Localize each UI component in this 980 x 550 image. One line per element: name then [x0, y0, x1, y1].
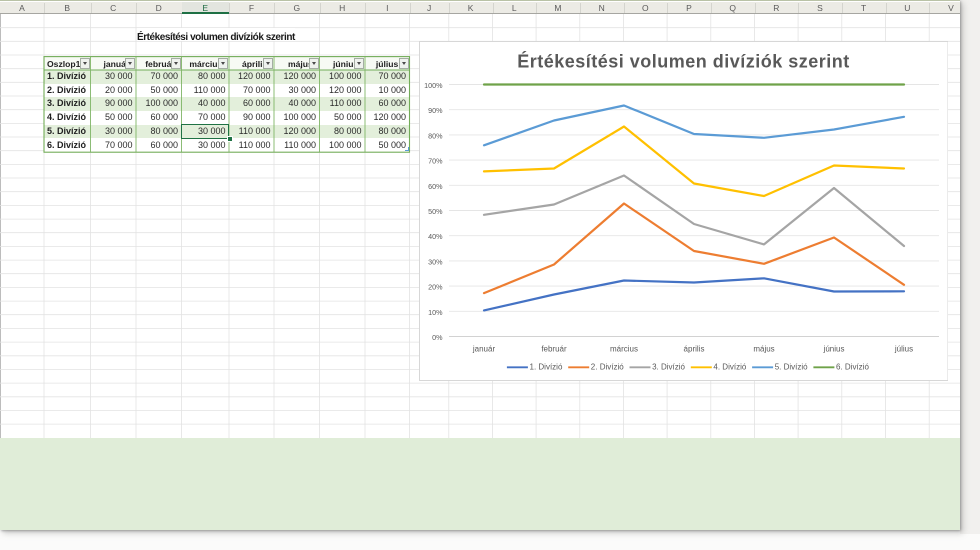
svg-text:2. Divízió: 2. Divízió: [590, 363, 623, 372]
svg-text:1. Divízió: 1. Divízió: [529, 363, 562, 372]
svg-text:Értékesítési volumen divíziók: Értékesítési volumen divíziók szerint: [517, 51, 850, 72]
svg-text:90%: 90%: [428, 106, 443, 115]
svg-text:50%: 50%: [428, 207, 443, 216]
svg-text:20%: 20%: [428, 283, 443, 292]
svg-text:február: február: [541, 345, 567, 354]
svg-text:5. Divízió: 5. Divízió: [774, 363, 807, 372]
svg-text:július: július: [893, 345, 912, 354]
svg-text:0%: 0%: [432, 333, 443, 342]
svg-text:június: június: [822, 345, 844, 354]
svg-text:január: január: [471, 345, 495, 354]
svg-text:10%: 10%: [428, 308, 443, 317]
svg-text:május: május: [753, 345, 774, 354]
svg-text:70%: 70%: [428, 157, 443, 166]
svg-text:100%: 100%: [424, 81, 443, 90]
svg-text:30%: 30%: [428, 257, 443, 266]
svg-text:4. Divízió: 4. Divízió: [713, 363, 746, 372]
svg-text:60%: 60%: [428, 182, 443, 191]
svg-text:6. Divízió: 6. Divízió: [836, 363, 869, 372]
svg-text:80%: 80%: [428, 131, 443, 140]
svg-text:40%: 40%: [428, 232, 443, 241]
svg-text:3. Divízió: 3. Divízió: [652, 363, 685, 372]
svg-text:április: április: [683, 345, 704, 354]
svg-text:március: március: [609, 345, 637, 354]
